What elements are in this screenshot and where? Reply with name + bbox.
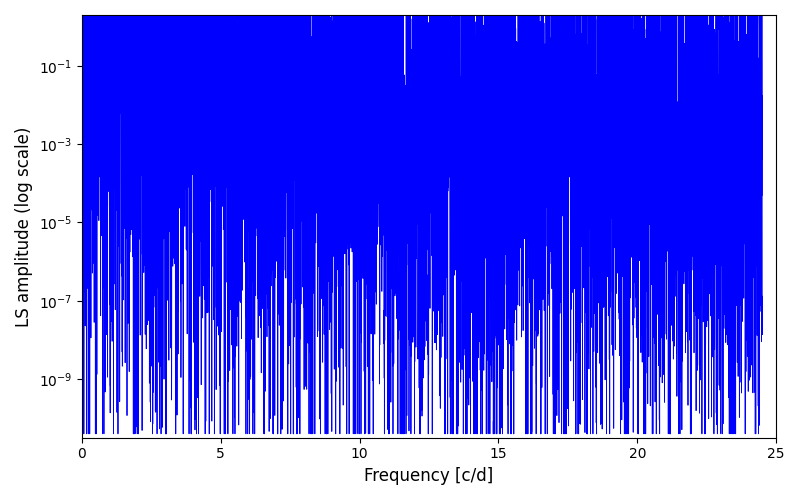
X-axis label: Frequency [c/d]: Frequency [c/d] (364, 467, 494, 485)
Y-axis label: LS amplitude (log scale): LS amplitude (log scale) (15, 126, 33, 326)
